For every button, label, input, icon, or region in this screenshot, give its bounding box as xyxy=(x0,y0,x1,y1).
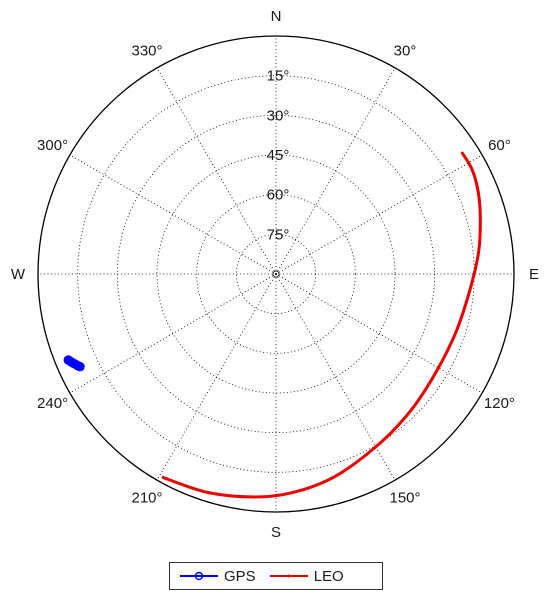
azimuth-tick-label: S xyxy=(271,524,281,541)
plot-series xyxy=(63,151,482,499)
elevation-ring-60 xyxy=(196,194,356,354)
legend-leo-label: LEO xyxy=(313,567,344,585)
azimuth-tick-label: 150° xyxy=(389,489,420,506)
azimuth-spoke-120 xyxy=(275,273,483,394)
elevation-tick-label: 45° xyxy=(267,147,290,164)
legend-item-gps: GPS xyxy=(178,568,256,585)
series-line-leo xyxy=(161,151,482,499)
legend-gps-swatch xyxy=(180,571,218,581)
azimuth-spoke-30 xyxy=(275,67,396,275)
legend-leo-swatch xyxy=(269,574,308,578)
zenith-marker xyxy=(272,270,280,278)
azimuth-spoke-240 xyxy=(69,273,277,394)
azimuth-tick-label: 30° xyxy=(394,43,417,60)
azimuth-tick-label: 240° xyxy=(37,395,68,412)
elevation-tick-label: 15° xyxy=(267,68,290,85)
polar-grid xyxy=(37,35,515,513)
elevation-ring-30 xyxy=(116,114,436,434)
azimuth-spoke-60 xyxy=(275,154,483,275)
azimuth-tick-label: W xyxy=(11,266,26,283)
azimuth-tick-label: 60° xyxy=(488,137,511,154)
azimuth-tick-label: 300° xyxy=(37,137,68,154)
azimuth-tick-label: 210° xyxy=(131,489,162,506)
azimuth-tick-label: N xyxy=(271,8,282,25)
azimuth-tick-label: 120° xyxy=(484,395,515,412)
skyplot: 15° 30° 45° 60° 75° N 30° 60° E 120° 150° S 210° 240°… xyxy=(11,8,539,541)
legend-item-leo: LEO xyxy=(268,568,344,585)
azimuth-spoke-300 xyxy=(69,154,277,275)
outer-circle xyxy=(37,35,515,513)
elevation-ring-75 xyxy=(235,233,317,315)
legend: GPS LEO xyxy=(169,562,383,590)
legend-gps-label: GPS xyxy=(224,567,256,585)
azimuth-spoke-330 xyxy=(156,67,277,275)
azimuth-spoke-150 xyxy=(275,273,396,481)
elevation-tick-label: 30° xyxy=(267,107,290,124)
data-point-gps xyxy=(75,361,85,372)
azimuth-tick-label: E xyxy=(529,266,539,283)
axis-labels: 15° 30° 45° 60° 75° N 30° 60° E 120° 150° S 210° 240°… xyxy=(11,8,539,541)
elevation-tick-label: 60° xyxy=(267,187,290,204)
elevation-tick-label: 75° xyxy=(267,226,290,243)
azimuth-tick-label: 330° xyxy=(131,43,162,60)
